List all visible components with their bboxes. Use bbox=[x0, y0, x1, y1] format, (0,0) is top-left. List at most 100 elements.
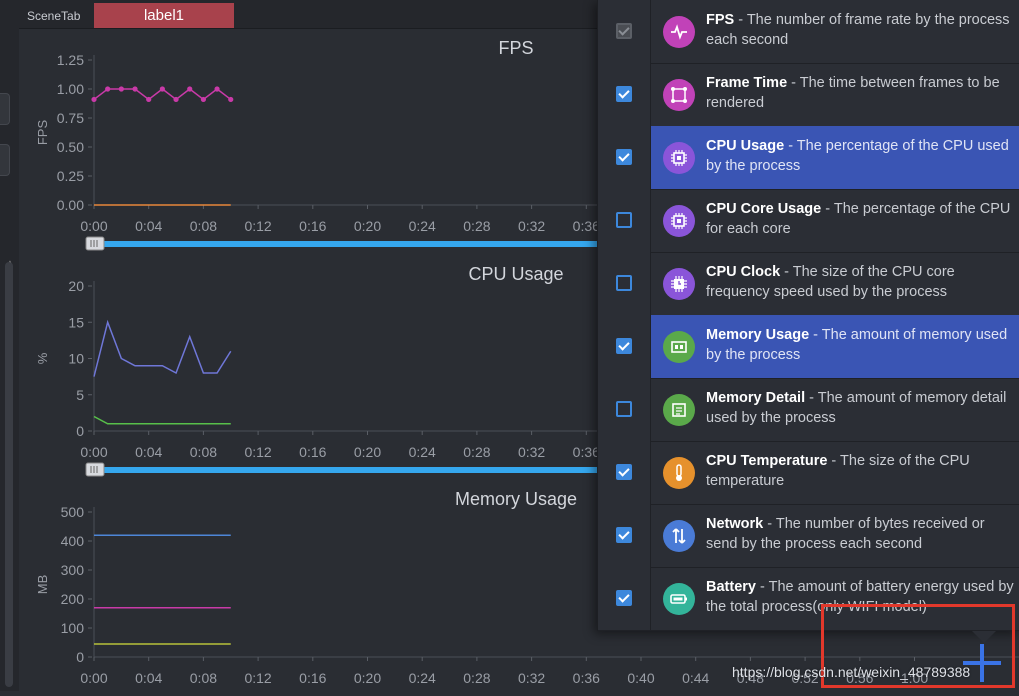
metric-checkbox[interactable] bbox=[616, 464, 632, 480]
metric-body[interactable]: Memory Usage - The amount of memory used… bbox=[651, 315, 1019, 378]
slider-handle[interactable] bbox=[85, 462, 105, 477]
label-tab[interactable]: label1 bbox=[94, 3, 234, 28]
y-axis-label: FPS bbox=[35, 120, 50, 146]
metric-row[interactable]: Memory Detail - The amount of memory det… bbox=[598, 378, 1019, 442]
scene-tab[interactable]: SceneTab bbox=[27, 9, 81, 23]
y-tick-label: 0 bbox=[76, 649, 84, 665]
metric-row[interactable]: CPU Usage - The percentage of the CPU us… bbox=[598, 126, 1019, 190]
left-panel-button[interactable] bbox=[0, 144, 10, 176]
x-tick-label: 0:00 bbox=[80, 670, 107, 686]
x-tick-label: 0:40 bbox=[627, 670, 654, 686]
metric-name: Network bbox=[706, 516, 764, 532]
metric-checkbox[interactable] bbox=[616, 527, 632, 543]
metric-checkbox[interactable] bbox=[616, 590, 632, 606]
left-panel-button[interactable] bbox=[0, 93, 10, 125]
data-point bbox=[118, 86, 124, 92]
x-tick-label: 0:56 bbox=[846, 670, 873, 686]
battery-icon bbox=[663, 583, 695, 615]
metric-row[interactable]: Memory Usage - The amount of memory used… bbox=[598, 315, 1019, 379]
metric-body[interactable]: Network - The number of bytes received o… bbox=[651, 504, 1019, 567]
data-point bbox=[200, 96, 206, 103]
metric-body[interactable]: Battery - The amount of battery energy u… bbox=[651, 567, 1019, 630]
x-tick-label: 0:36 bbox=[573, 444, 600, 460]
y-axis-label: MB bbox=[35, 575, 50, 595]
x-tick-label: 0:08 bbox=[190, 444, 217, 460]
checkbox-cell bbox=[598, 189, 651, 252]
x-tick-label: 0:48 bbox=[737, 670, 764, 686]
chart-title: CPU Usage bbox=[468, 264, 563, 284]
metric-row[interactable]: Frame Time - The time between frames to … bbox=[598, 63, 1019, 127]
metric-body[interactable]: FPS - The number of frame rate by the pr… bbox=[651, 0, 1019, 63]
y-tick-label: 5 bbox=[76, 387, 84, 403]
metric-row[interactable]: FPS - The number of frame rate by the pr… bbox=[598, 0, 1019, 64]
data-point bbox=[173, 96, 179, 103]
metric-row[interactable]: Battery - The amount of battery energy u… bbox=[598, 567, 1019, 631]
highlight-annotation-box bbox=[821, 604, 1015, 688]
metric-desc-text: - The time between frames to be rendered bbox=[706, 75, 1000, 111]
metric-desc-text: - The number of frame rate by the proces… bbox=[706, 12, 1010, 48]
data-point bbox=[159, 86, 165, 92]
x-tick-label: 0:12 bbox=[244, 670, 271, 686]
x-tick-label: 0:12 bbox=[244, 218, 271, 234]
metric-description: CPU Clock - The size of the CPU core fre… bbox=[706, 263, 1016, 302]
x-tick-label: 0:24 bbox=[409, 218, 436, 234]
metric-row[interactable]: Network - The number of bytes received o… bbox=[598, 504, 1019, 568]
metric-row[interactable]: CPU Clock - The size of the CPU core fre… bbox=[598, 252, 1019, 316]
metric-row[interactable]: CPU Core Usage - The percentage of the C… bbox=[598, 189, 1019, 253]
x-tick-label: 0:00 bbox=[80, 444, 107, 460]
x-tick-label: 0:36 bbox=[573, 218, 600, 234]
metric-checkbox[interactable] bbox=[616, 212, 632, 228]
y-tick-label: 0.25 bbox=[57, 168, 84, 184]
checkbox-cell bbox=[598, 441, 651, 504]
checkbox-cell bbox=[598, 567, 651, 630]
data-point bbox=[187, 86, 193, 92]
checkbox-cell bbox=[598, 315, 651, 378]
metrics-selection-panel: FPS - The number of frame rate by the pr… bbox=[597, 0, 1019, 631]
x-tick-label: 0:20 bbox=[354, 444, 381, 460]
y-tick-label: 10 bbox=[68, 351, 84, 367]
metric-description: FPS - The number of frame rate by the pr… bbox=[706, 11, 1016, 50]
metric-name: FPS bbox=[706, 12, 735, 28]
metric-body[interactable]: CPU Core Usage - The percentage of the C… bbox=[651, 189, 1019, 252]
x-tick-label: 0:24 bbox=[409, 444, 436, 460]
metric-body[interactable]: CPU Usage - The percentage of the CPU us… bbox=[651, 126, 1019, 189]
x-tick-label: 0:20 bbox=[354, 670, 381, 686]
data-point bbox=[132, 86, 138, 92]
metric-checkbox[interactable] bbox=[616, 275, 632, 291]
metric-body[interactable]: CPU Clock - The size of the CPU core fre… bbox=[651, 252, 1019, 315]
x-tick-label: 0:24 bbox=[409, 670, 436, 686]
metric-checkbox[interactable] bbox=[616, 149, 632, 165]
left-scrollbar[interactable] bbox=[5, 262, 13, 687]
y-tick-label: 15 bbox=[68, 314, 84, 330]
metric-name: CPU Temperature bbox=[706, 453, 828, 469]
data-point bbox=[105, 86, 111, 92]
timeline-slider[interactable] bbox=[96, 467, 1019, 473]
metric-desc-text: - The size of the CPU core frequency spe… bbox=[706, 264, 955, 300]
slider-handle[interactable] bbox=[85, 236, 105, 251]
metric-name: CPU Usage bbox=[706, 138, 785, 154]
x-tick-label: 0:00 bbox=[80, 218, 107, 234]
x-tick-label: 0:04 bbox=[135, 444, 162, 460]
metric-checkbox[interactable] bbox=[616, 401, 632, 417]
y-tick-label: 1.00 bbox=[57, 81, 84, 97]
metric-description: Memory Detail - The amount of memory det… bbox=[706, 389, 1016, 428]
metric-body[interactable]: Memory Detail - The amount of memory det… bbox=[651, 378, 1019, 441]
metric-checkbox[interactable] bbox=[616, 338, 632, 354]
metric-row[interactable]: CPU Temperature - The size of the CPU te… bbox=[598, 441, 1019, 505]
metric-body[interactable]: Frame Time - The time between frames to … bbox=[651, 63, 1019, 126]
x-tick-label: 0:32 bbox=[518, 218, 545, 234]
metric-body[interactable]: CPU Temperature - The size of the CPU te… bbox=[651, 441, 1019, 504]
metric-name: CPU Clock bbox=[706, 264, 781, 280]
checkbox-cell bbox=[598, 0, 651, 63]
x-tick-label: 0:08 bbox=[190, 670, 217, 686]
metric-description: CPU Usage - The percentage of the CPU us… bbox=[706, 137, 1016, 176]
x-tick-label: 1:00 bbox=[901, 670, 928, 686]
thermometer-icon bbox=[663, 457, 695, 489]
plus-icon bbox=[963, 644, 1001, 682]
add-metric-button[interactable] bbox=[959, 640, 1005, 686]
x-tick-label: 0:08 bbox=[190, 218, 217, 234]
x-tick-label: 0:32 bbox=[518, 444, 545, 460]
timeline-slider[interactable] bbox=[96, 241, 1019, 247]
metric-checkbox[interactable] bbox=[616, 86, 632, 102]
memory-icon bbox=[663, 331, 695, 363]
